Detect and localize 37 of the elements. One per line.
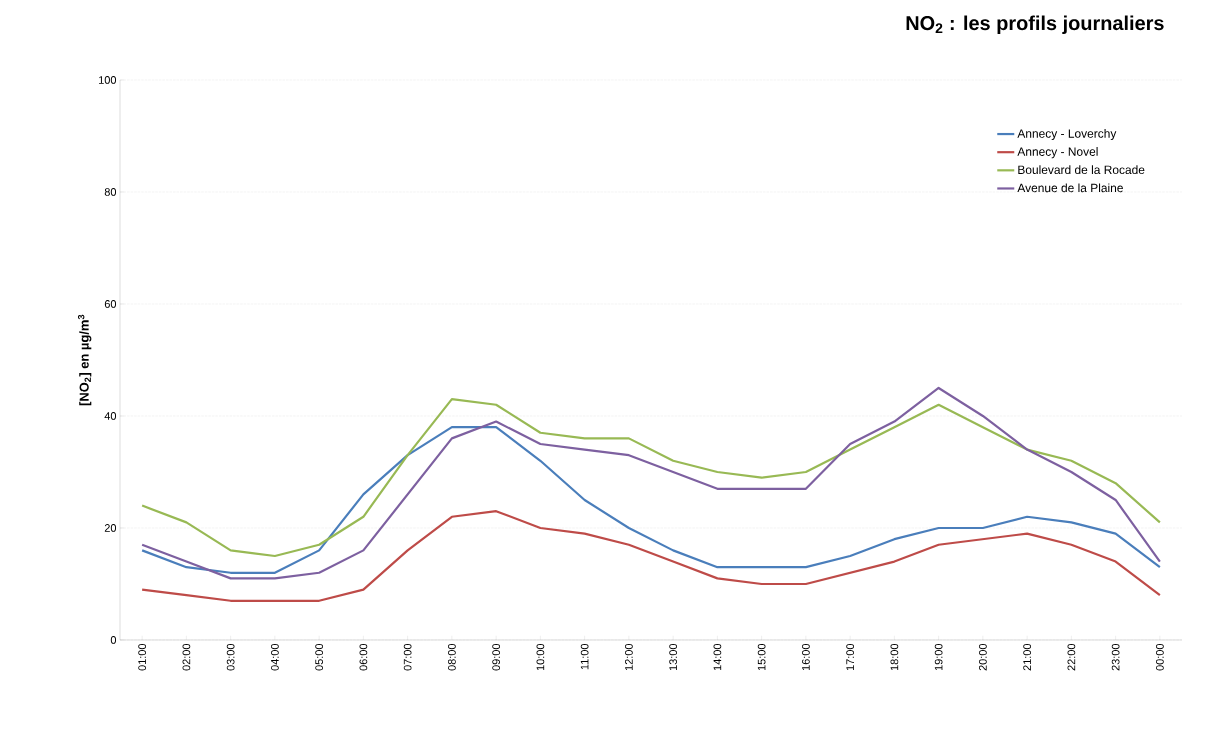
- x-tick-label: 04:00: [271, 643, 279, 671]
- x-tick-label: 01:00: [138, 643, 147, 671]
- x-tick-label: 14:00: [713, 643, 722, 671]
- y-tick-label: 100: [99, 76, 117, 84]
- x-tick-label: 12:00: [625, 643, 633, 671]
- y-tick-label: 80: [104, 188, 117, 196]
- x-tick-label: 18:00: [890, 643, 899, 671]
- x-tick-label: 22:00: [1067, 643, 1076, 671]
- y-tick-label: 40: [104, 412, 117, 420]
- x-tick-label: 00:00: [1156, 643, 1164, 671]
- x-tick-label: 02:00: [182, 643, 191, 671]
- x-tick-label: 15:00: [757, 643, 766, 671]
- line-series: [141, 398, 1161, 558]
- legend-label: Boulevard de la Rocade: [1018, 165, 1145, 175]
- x-tick-label: 08:00: [448, 643, 456, 671]
- x-tick-label: 07:00: [403, 643, 412, 671]
- chart-title: NO$_{2}$ : les profils journaliers: [906, 15, 1164, 35]
- x-tick-label: 21:00: [1023, 643, 1032, 671]
- x-tick-label: 03:00: [226, 643, 235, 671]
- x-tick-label: 23:00: [1111, 643, 1120, 671]
- x-tick-label: 11:00: [580, 643, 589, 670]
- x-tick-label: 10:00: [536, 643, 545, 671]
- legend-label: Annecy - Novel: [1017, 147, 1098, 159]
- x-tick-label: 09:00: [492, 643, 501, 671]
- x-tick-label: 13:00: [669, 643, 678, 671]
- x-tick-label: 06:00: [359, 643, 368, 671]
- legend-label: Avenue de la Plaine: [1017, 183, 1123, 193]
- x-tick-label: 16:00: [802, 643, 810, 671]
- x-tick-label: 19:00: [934, 643, 943, 671]
- legend-label: Annecy - Loverchy: [1017, 128, 1117, 141]
- x-tick-label: 17:00: [846, 643, 855, 671]
- y-tick-label: 20: [104, 524, 117, 532]
- x-tick-label: 20:00: [979, 643, 987, 671]
- y-axis-title: [NO$_{2}$] en µg/m$^{3}$: [77, 314, 92, 406]
- x-tick-label: 05:00: [315, 643, 324, 671]
- y-tick-label: 0: [110, 636, 117, 644]
- y-tick-label: 60: [104, 300, 117, 308]
